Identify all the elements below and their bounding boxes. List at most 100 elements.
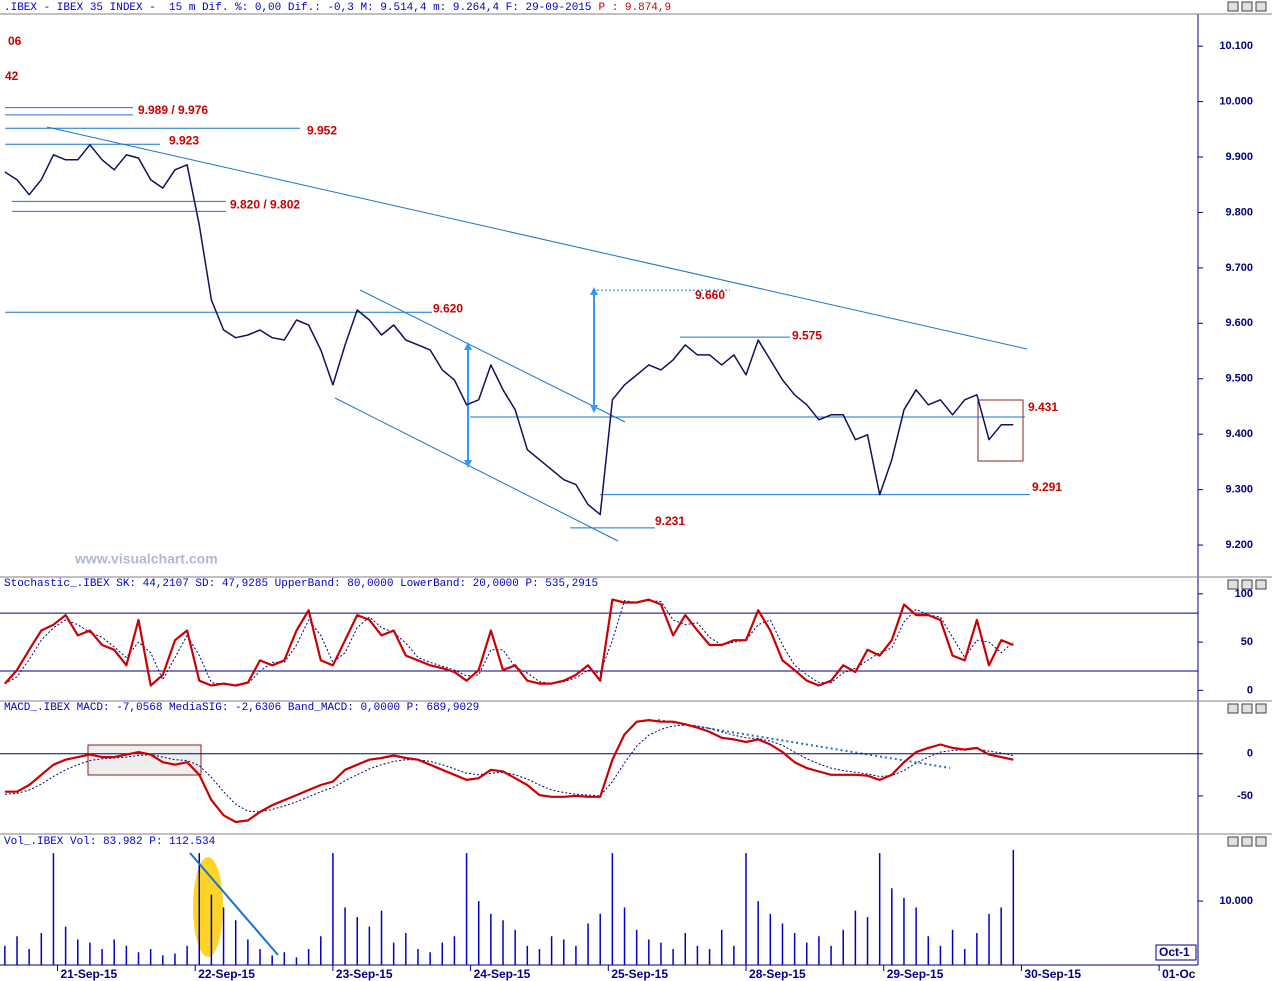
- volume-bar: [550, 936, 553, 965]
- volume-bar: [745, 853, 747, 965]
- volume-bar: [392, 942, 395, 965]
- volume-bar: [526, 945, 529, 965]
- close-button[interactable]: [1255, 703, 1267, 714]
- axis-note-box: [1155, 944, 1197, 961]
- volume-bar: [405, 933, 407, 965]
- volume-bar: [988, 913, 990, 965]
- y-tick-label: 100: [1235, 588, 1253, 600]
- y-tick-label: -50: [1237, 790, 1253, 802]
- x-tick-label: 24-Sep-15: [474, 967, 531, 981]
- volume-bar: [16, 936, 18, 965]
- x-tick-label: 30-Sep-15: [1024, 967, 1081, 981]
- title-price: P : 9.874,9: [599, 2, 672, 14]
- maximize-button[interactable]: [1241, 836, 1253, 847]
- volume-bar: [40, 933, 43, 965]
- volume-bar: [854, 910, 857, 965]
- x-tick-label: 28-Sep-15: [749, 967, 806, 981]
- volume-bar: [307, 949, 310, 965]
- volume-bar: [28, 949, 30, 965]
- volume-bar: [830, 945, 832, 965]
- volume-bar: [441, 942, 444, 965]
- level-label: 9.431: [1028, 400, 1058, 414]
- volume-bar: [77, 939, 79, 965]
- volume-bar: [939, 945, 942, 965]
- volume-bar: [538, 949, 541, 965]
- chart-title: .IBEX - IBEX 35 INDEX - 15 m Dif. %: 0,0…: [4, 2, 671, 14]
- volume-bar: [186, 945, 188, 965]
- volume-bar: [271, 955, 273, 965]
- volume-bar: [137, 952, 140, 965]
- y-tick-label: 10.000: [1219, 895, 1253, 907]
- volume-bar: [101, 949, 103, 965]
- volume-bar: [635, 929, 638, 965]
- level-label: 9.575: [792, 328, 822, 342]
- volume-bar: [465, 853, 468, 965]
- close-button[interactable]: [1255, 836, 1267, 847]
- series-line: [4, 724, 1014, 813]
- volume-bar: [599, 913, 601, 965]
- volume-bar: [514, 929, 516, 965]
- level-label: 9.989 / 9.976: [138, 103, 208, 117]
- volume-bar: [1012, 849, 1015, 965]
- y-tick-label: 10.000: [1219, 95, 1253, 107]
- volume-bar: [162, 955, 164, 965]
- y-tick-label: 0: [1247, 684, 1253, 696]
- watermark: www.visualchart.com: [74, 551, 218, 567]
- volume-bar: [793, 933, 796, 965]
- volume-bar: [198, 853, 201, 965]
- series-line: [4, 719, 1014, 824]
- volume-bar: [210, 894, 213, 965]
- x-tick-label: 23-Sep-15: [336, 967, 393, 981]
- volume-bar: [64, 926, 67, 965]
- trend-line: [46, 126, 1028, 350]
- minimize-button[interactable]: [1227, 579, 1239, 590]
- minimize-button[interactable]: [1227, 1, 1239, 12]
- x-tick-label: 21-Sep-15: [61, 967, 118, 981]
- volume-bar: [89, 942, 91, 965]
- volume-bar: [708, 949, 711, 965]
- minimize-button[interactable]: [1227, 703, 1239, 714]
- x-tick-label: 25-Sep-15: [611, 967, 668, 981]
- corner-note: 42: [5, 69, 19, 83]
- maximize-button[interactable]: [1241, 703, 1253, 714]
- series-line: [4, 598, 1014, 687]
- volume-bar: [563, 939, 565, 965]
- maximize-button[interactable]: [1241, 1, 1253, 12]
- volume-bar: [295, 957, 298, 965]
- volume-bar: [344, 907, 346, 965]
- level-label: 9.923: [169, 133, 199, 147]
- highlight-box: [977, 399, 1024, 462]
- level-label: 9.660: [695, 288, 725, 302]
- x-tick-label: 29-Sep-15: [887, 967, 944, 981]
- y-tick-label: 50: [1241, 636, 1253, 648]
- volume-bar: [575, 945, 577, 965]
- trend-line: [657, 719, 951, 769]
- volume-bar: [672, 949, 674, 965]
- close-button[interactable]: [1255, 579, 1267, 590]
- volume-bar: [356, 917, 358, 965]
- volume-bar: [963, 949, 966, 965]
- volume-bar: [818, 936, 820, 965]
- volume-bar: [4, 945, 6, 965]
- volume-bar: [453, 936, 456, 965]
- volume-bar: [623, 907, 626, 965]
- volume-bar: [113, 939, 115, 965]
- panel-title: Stochastic_.IBEX SK: 44,2107 SD: 47,9285…: [4, 578, 598, 590]
- y-tick-label: 9.900: [1225, 151, 1253, 163]
- window-buttons[interactable]: [1227, 1, 1267, 847]
- level-label: 9.620: [433, 301, 463, 315]
- close-button[interactable]: [1255, 1, 1267, 12]
- volume-bar: [648, 939, 650, 965]
- minimize-button[interactable]: [1227, 836, 1239, 847]
- level-label: 9.952: [307, 123, 337, 137]
- trend-line: [189, 852, 279, 956]
- y-tick-label: 0: [1247, 748, 1253, 760]
- highlight-box: [87, 744, 202, 776]
- maximize-button[interactable]: [1241, 579, 1253, 590]
- marks: 21-Sep-15 22-Sep-15 23-Sep-15 24-Sep-15 25-S…: [0, 40, 1253, 981]
- volume-bar: [660, 942, 662, 965]
- y-tick-label: 9.500: [1225, 373, 1253, 385]
- corner-note: 06: [8, 34, 22, 48]
